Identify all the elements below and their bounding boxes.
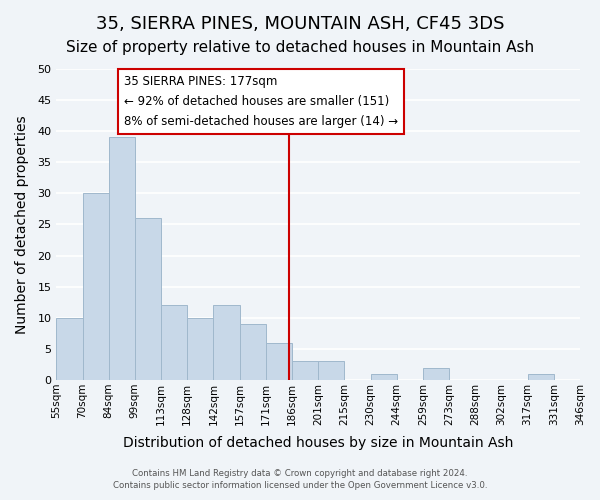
- Bar: [423, 368, 449, 380]
- Bar: [527, 374, 554, 380]
- Text: 35 SIERRA PINES: 177sqm
← 92% of detached houses are smaller (151)
8% of semi-de: 35 SIERRA PINES: 177sqm ← 92% of detache…: [124, 75, 398, 128]
- Bar: [109, 138, 135, 380]
- Bar: [187, 318, 214, 380]
- Bar: [161, 306, 187, 380]
- Bar: [83, 194, 109, 380]
- Y-axis label: Number of detached properties: Number of detached properties: [15, 115, 29, 334]
- Text: Size of property relative to detached houses in Mountain Ash: Size of property relative to detached ho…: [66, 40, 534, 55]
- Text: 35, SIERRA PINES, MOUNTAIN ASH, CF45 3DS: 35, SIERRA PINES, MOUNTAIN ASH, CF45 3DS: [96, 15, 504, 33]
- X-axis label: Distribution of detached houses by size in Mountain Ash: Distribution of detached houses by size …: [123, 436, 514, 450]
- Bar: [239, 324, 266, 380]
- Bar: [318, 362, 344, 380]
- Bar: [135, 218, 161, 380]
- Bar: [214, 306, 239, 380]
- Bar: [266, 342, 292, 380]
- Text: Contains HM Land Registry data © Crown copyright and database right 2024.
Contai: Contains HM Land Registry data © Crown c…: [113, 468, 487, 490]
- Bar: [292, 362, 318, 380]
- Bar: [56, 318, 83, 380]
- Bar: [371, 374, 397, 380]
